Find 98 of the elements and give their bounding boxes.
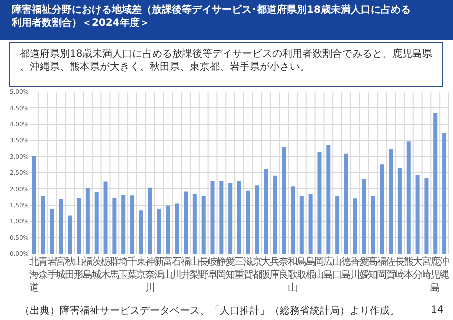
bar	[41, 196, 46, 254]
x-tick-label: 広島	[324, 256, 334, 281]
x-tick-label: 島根	[306, 256, 316, 281]
bar	[77, 198, 82, 254]
bar	[362, 179, 366, 254]
chart-subtitle: 都道府県別18歳未満人口に占める放課後等デイサービスの利用者数割合でみると、鹿児島県、沖縄県、熊本県が大きく、秋田県、東京都、岩手県が小さい。	[20, 48, 433, 73]
x-tick-label: 埼玉	[118, 256, 129, 281]
bar	[94, 192, 99, 254]
bar	[184, 192, 188, 254]
bar	[175, 204, 180, 254]
x-tick-label: 新潟	[154, 256, 164, 281]
text: 14	[431, 305, 444, 316]
x-tick-label: 宮城	[55, 256, 66, 281]
x-tick-label: 福井	[181, 256, 192, 281]
x-tick-label: 群馬	[108, 256, 120, 281]
x-tick-label: 静岡	[216, 256, 227, 281]
bar	[416, 174, 420, 254]
bar	[406, 142, 411, 254]
bar	[246, 190, 250, 254]
x-tick-label: 和歌山	[288, 256, 298, 294]
x-tick-label: 鳥取	[296, 256, 307, 281]
x-tick-label: 愛媛	[359, 256, 370, 281]
bar	[220, 181, 224, 254]
x-tick-label: 高知	[368, 256, 378, 281]
bar	[371, 196, 376, 254]
x-tick-label: 徳島	[341, 257, 352, 281]
x-tick-label: 長崎	[394, 257, 405, 281]
x-tick-label: 石川	[172, 257, 182, 281]
x-tick-label: 千葉	[128, 256, 138, 281]
bar	[32, 156, 36, 254]
x-tick-label: 三重	[234, 257, 244, 281]
bar	[139, 210, 144, 254]
x-tick-label: 沖縄	[438, 256, 450, 281]
bar	[308, 194, 313, 254]
x-tick-label: 京都	[252, 256, 262, 281]
bar	[59, 199, 64, 254]
x-tick-label: 長野	[198, 257, 209, 281]
bar	[344, 154, 348, 254]
bar	[112, 198, 117, 254]
x-tick-label: 滋賀	[243, 256, 254, 281]
bar	[157, 208, 162, 254]
x-tick-label: 奈良	[279, 257, 290, 281]
x-tick-label: 熊本	[404, 256, 414, 281]
bar	[264, 169, 268, 254]
bar	[148, 188, 152, 254]
bar	[210, 181, 215, 254]
bar	[50, 209, 54, 254]
x-tick-label: 福島	[82, 256, 93, 281]
bar	[380, 164, 384, 254]
bar	[282, 147, 286, 254]
bar	[336, 196, 340, 254]
bar	[202, 196, 206, 254]
bar	[273, 176, 278, 254]
x-tick-label: 佐賀	[386, 257, 396, 281]
bar	[104, 182, 108, 254]
bar	[398, 168, 402, 254]
x-tick-label: 岡山	[314, 257, 325, 281]
x-tick-label: 栃木	[100, 256, 111, 281]
x-tick-label: 鹿児島	[430, 256, 441, 294]
x-tick-label: 岐阜	[208, 256, 218, 281]
x-tick-label: 茨城	[90, 256, 102, 281]
bar	[326, 145, 331, 254]
bar	[434, 113, 438, 254]
bar	[166, 206, 170, 254]
bar	[86, 188, 90, 254]
x-tick-label: 香川	[350, 256, 360, 281]
x-tick-label: 山梨	[190, 256, 200, 281]
text: （出典）障害福祉サービスデータベース、「人口推計」（総務省統計局）より作成。	[20, 305, 400, 317]
x-tick-label: 青森	[38, 256, 48, 281]
x-tick-label: 山口	[332, 256, 343, 281]
x-tick-label: 北海道	[29, 256, 40, 294]
bar	[290, 186, 295, 254]
bar	[237, 181, 242, 254]
x-tick-label: 兵庫	[270, 256, 280, 281]
x-tick-label: 愛知	[226, 256, 236, 281]
x-tick-label: 大分	[412, 256, 423, 281]
x-tick-label: 岩手	[47, 256, 58, 281]
bar	[353, 198, 358, 254]
bar	[255, 186, 260, 254]
x-tick-label: 福岡	[377, 256, 388, 281]
x-tick-label: 宮崎	[422, 256, 432, 281]
x-tick-label: 富山	[163, 256, 174, 281]
bar	[68, 216, 72, 254]
bar	[442, 133, 447, 254]
x-tick-label: 大阪	[261, 256, 272, 281]
bar	[318, 152, 322, 254]
bar	[389, 149, 394, 254]
chart-title: 障害福祉分野における地域差（放課後等デイサービス･都道府県別18歳未満人口に占める利用者数割合）＜2024年度＞	[11, 4, 411, 29]
bar	[300, 196, 304, 254]
x-tick-label: 神奈川	[145, 256, 156, 294]
bar	[228, 183, 233, 254]
bar	[424, 178, 429, 254]
bar	[192, 194, 197, 254]
bar	[130, 196, 135, 254]
x-tick-label: 山形	[74, 256, 84, 281]
x-tick-label: 東京	[136, 256, 146, 281]
bar	[122, 195, 126, 254]
x-tick-label: 秋田	[65, 256, 76, 281]
